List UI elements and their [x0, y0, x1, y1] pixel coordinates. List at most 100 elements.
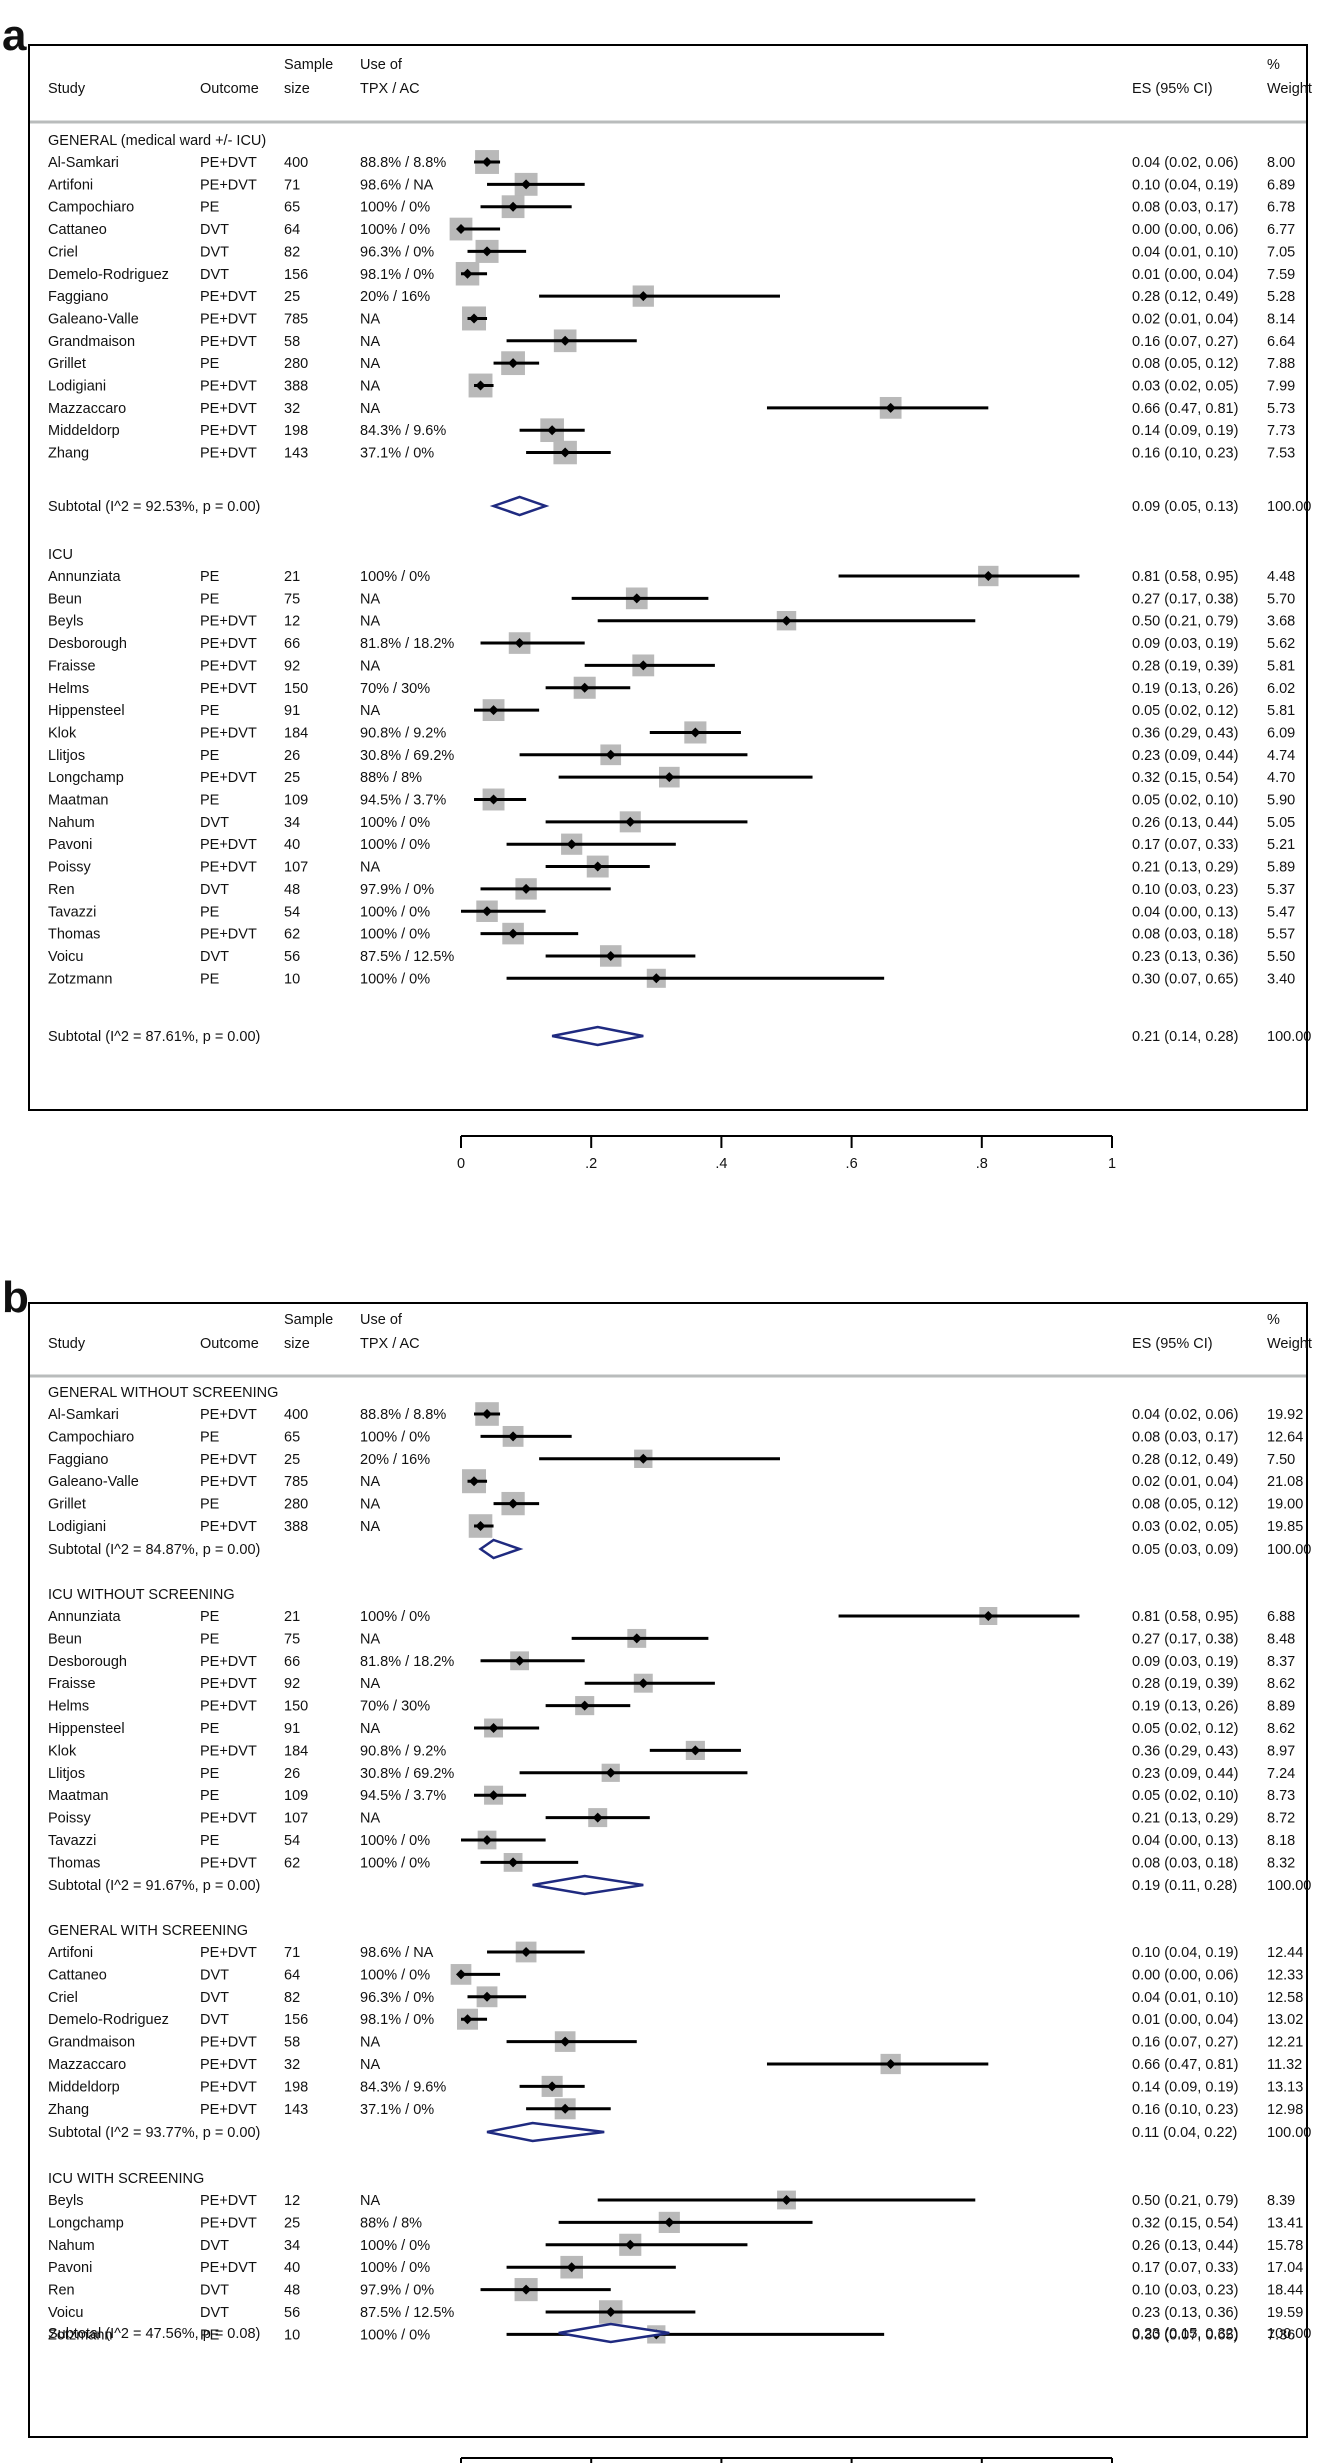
study-row: Voicu DVT 56 87.5% / 12.5% 0.23 (0.13, 0.36)… — [48, 2300, 1303, 2324]
study-es-ci: 0.66 (0.47, 0.81) — [1132, 2057, 1238, 2073]
header-size: size — [284, 1336, 310, 1352]
study-es-ci: 0.50 (0.21, 0.79) — [1132, 614, 1238, 630]
study-row: Beyls PE+DVT 12 NA 0.50 (0.21, 0.79) 8.39 — [48, 2190, 1295, 2210]
study-tpx-ac: 100% / 0% — [360, 200, 430, 216]
point-estimate — [482, 1835, 493, 1845]
study-outcome: PE+DVT — [200, 2215, 257, 2231]
study-outcome: PE+DVT — [200, 770, 257, 786]
study-tpx-ac: 100% / 0% — [360, 1833, 430, 1849]
study-row: Desborough PE+DVT 66 81.8% / 18.2% 0.09 (0.0… — [48, 632, 1295, 654]
point-estimate — [462, 2014, 473, 2025]
study-weight: 12.58 — [1267, 1990, 1303, 2006]
study-weight: 12.44 — [1267, 1945, 1303, 1961]
study-sample-size: 150 — [284, 1699, 308, 1715]
point-estimate — [456, 1969, 466, 1980]
study-tpx-ac: 100% / 0% — [360, 1429, 430, 1445]
point-estimate — [482, 246, 493, 257]
point-estimate — [514, 638, 525, 649]
study-outcome: PE+DVT — [200, 837, 257, 853]
point-estimate — [560, 447, 571, 458]
study-sample-size: 92 — [284, 1676, 300, 1692]
study-name: Poissy — [48, 860, 91, 876]
study-weight: 7.88 — [1267, 356, 1295, 372]
study-weight: 12.33 — [1267, 1967, 1303, 1983]
study-sample-size: 156 — [284, 267, 308, 283]
study-tpx-ac: NA — [360, 334, 380, 350]
study-outcome: DVT — [200, 2012, 229, 2028]
header-weight: Weight — [1267, 81, 1312, 97]
study-tpx-ac: NA — [360, 2193, 380, 2209]
group-heading: GENERAL (medical ward +/- ICU) — [48, 133, 266, 149]
study-weight: 5.21 — [1267, 837, 1295, 853]
study-es-ci: 0.04 (0.02, 0.06) — [1132, 155, 1238, 171]
study-sample-size: 82 — [284, 244, 300, 260]
study-outcome: PE — [200, 1788, 220, 1804]
point-estimate — [638, 1678, 649, 1689]
study-es-ci: 0.08 (0.03, 0.17) — [1132, 200, 1238, 216]
study-tpx-ac: 100% / 0% — [360, 904, 430, 920]
header-outcome: Outcome — [200, 81, 259, 97]
study-outcome: PE+DVT — [200, 614, 257, 630]
point-estimate — [560, 2036, 571, 2047]
study-tpx-ac: 20% / 16% — [360, 1452, 430, 1468]
study-weight: 5.47 — [1267, 904, 1295, 920]
point-estimate — [592, 861, 603, 872]
study-row: Al-Samkari PE+DVT 400 88.8% / 8.8% 0.04 (0.0… — [48, 150, 1295, 174]
study-outcome: PE+DVT — [200, 177, 257, 193]
study-row: Zotzmann PE 10 100% / 0% 0.30 (0.07, 0.65) 3.… — [48, 968, 1295, 988]
study-tpx-ac: 84.3% / 9.6% — [360, 2079, 446, 2095]
study-tpx-ac: 100% / 0% — [360, 815, 430, 831]
study-row: Faggiano PE+DVT 25 20% / 16% 0.28 (0.12, 0.4… — [48, 1449, 1295, 1468]
study-outcome: PE+DVT — [200, 1811, 257, 1827]
study-weight: 8.62 — [1267, 1721, 1295, 1737]
study-outcome: PE — [200, 703, 220, 719]
point-estimate — [560, 335, 571, 346]
study-sample-size: 71 — [284, 1945, 300, 1961]
header-use-of: Use of — [360, 1312, 403, 1328]
study-sample-size: 64 — [284, 1967, 300, 1983]
study-tpx-ac: NA — [360, 1519, 380, 1535]
study-weight: 4.74 — [1267, 748, 1295, 764]
study-name: Ren — [48, 882, 75, 898]
study-es-ci: 0.05 (0.02, 0.10) — [1132, 1788, 1238, 1804]
study-row: Annunziata PE 21 100% / 0% 0.81 (0.58, 0.95)… — [48, 565, 1295, 587]
header-es-ci: ES (95% CI) — [1132, 1336, 1213, 1352]
study-es-ci: 0.09 (0.03, 0.19) — [1132, 1654, 1238, 1670]
group-heading: ICU — [48, 547, 73, 563]
study-tpx-ac: 70% / 30% — [360, 1699, 430, 1715]
study-sample-size: 54 — [284, 1833, 300, 1849]
study-tpx-ac: 88% / 8% — [360, 770, 422, 786]
subtotal-row: Subtotal (I^2 = 84.87%, p = 0.00) 0.05 (0… — [48, 1538, 1311, 1560]
study-sample-size: 25 — [284, 289, 300, 305]
study-tpx-ac: 37.1% / 0% — [360, 2102, 434, 2118]
point-estimate — [579, 682, 590, 693]
study-tpx-ac: 87.5% / 12.5% — [360, 2305, 454, 2321]
study-name: Helms — [48, 681, 89, 697]
study-name: Klok — [48, 725, 77, 741]
study-es-ci: 0.00 (0.00, 0.06) — [1132, 1967, 1238, 1983]
point-estimate — [488, 705, 499, 716]
study-outcome: PE — [200, 793, 220, 809]
study-sample-size: 156 — [284, 2012, 308, 2028]
study-outcome: PE+DVT — [200, 860, 257, 876]
subtotal-diamond — [486, 2121, 605, 2143]
subtotal-diamond — [551, 1025, 644, 1047]
study-name: Lodigiani — [48, 379, 106, 395]
study-outcome: PE+DVT — [200, 2079, 257, 2095]
study-es-ci: 0.23 (0.13, 0.36) — [1132, 949, 1238, 965]
header-use-of: Use of — [360, 57, 403, 73]
study-row: Hippensteel PE 91 NA 0.05 (0.02, 0.12) 8.62 — [48, 1718, 1295, 1738]
study-sample-size: 48 — [284, 2283, 300, 2299]
study-es-ci: 0.30 (0.07, 0.65) — [1132, 971, 1238, 987]
study-name: Al-Samkari — [48, 1407, 119, 1423]
study-outcome: PE+DVT — [200, 311, 257, 327]
study-outcome: PE — [200, 569, 220, 585]
study-es-ci: 0.81 (0.58, 0.95) — [1132, 569, 1238, 585]
study-tpx-ac: 100% / 0% — [360, 2238, 430, 2254]
point-estimate — [488, 1723, 499, 1733]
study-tpx-ac: 100% / 0% — [360, 1609, 430, 1625]
study-name: Fraisse — [48, 658, 96, 674]
study-row: Beun PE 75 NA 0.27 (0.17, 0.38) 8.48 — [48, 1628, 1295, 1648]
study-name: Pavoni — [48, 2260, 92, 2276]
